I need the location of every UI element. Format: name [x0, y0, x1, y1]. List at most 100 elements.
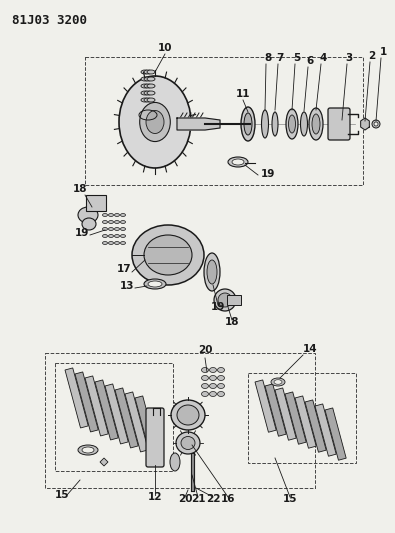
Ellipse shape: [146, 110, 164, 133]
Text: 1: 1: [379, 47, 387, 57]
Text: 19: 19: [211, 302, 225, 312]
Ellipse shape: [109, 221, 113, 223]
Circle shape: [374, 122, 378, 126]
Ellipse shape: [201, 376, 209, 381]
Bar: [265, 384, 286, 436]
Ellipse shape: [102, 235, 107, 238]
Bar: [255, 380, 276, 432]
Text: 12: 12: [148, 492, 162, 502]
Ellipse shape: [209, 367, 216, 373]
Bar: [95, 380, 118, 440]
Ellipse shape: [144, 84, 152, 88]
Ellipse shape: [218, 392, 224, 397]
Ellipse shape: [177, 405, 199, 425]
Text: 20: 20: [198, 345, 212, 355]
FancyBboxPatch shape: [146, 408, 164, 467]
Ellipse shape: [102, 241, 107, 245]
Ellipse shape: [170, 453, 180, 471]
Ellipse shape: [141, 84, 149, 88]
Ellipse shape: [147, 84, 155, 88]
FancyBboxPatch shape: [328, 108, 350, 140]
Bar: [227, 295, 241, 305]
Ellipse shape: [144, 235, 192, 275]
Ellipse shape: [218, 293, 232, 307]
Ellipse shape: [115, 228, 120, 230]
Ellipse shape: [144, 279, 166, 289]
Ellipse shape: [141, 77, 149, 81]
Bar: [75, 372, 98, 432]
Ellipse shape: [120, 214, 126, 216]
Ellipse shape: [120, 235, 126, 238]
Text: 18: 18: [225, 317, 239, 327]
Ellipse shape: [201, 367, 209, 373]
Bar: [45, 353, 315, 488]
Ellipse shape: [218, 384, 224, 389]
Text: 19: 19: [75, 228, 89, 238]
Ellipse shape: [244, 113, 252, 135]
Ellipse shape: [214, 289, 236, 311]
Ellipse shape: [181, 437, 195, 449]
Ellipse shape: [209, 392, 216, 397]
Ellipse shape: [144, 91, 152, 95]
Ellipse shape: [148, 281, 162, 287]
Ellipse shape: [109, 214, 113, 216]
Bar: [135, 396, 158, 456]
Circle shape: [372, 120, 380, 128]
Ellipse shape: [82, 218, 96, 230]
Ellipse shape: [144, 70, 152, 74]
Text: 15: 15: [55, 490, 69, 500]
Ellipse shape: [115, 221, 120, 223]
Text: 81J03 3200: 81J03 3200: [12, 14, 87, 27]
Ellipse shape: [232, 159, 244, 165]
Bar: [295, 396, 316, 448]
Bar: [65, 368, 88, 428]
Text: 8: 8: [264, 53, 272, 63]
Text: 11: 11: [236, 89, 250, 99]
Ellipse shape: [218, 376, 224, 381]
Polygon shape: [100, 458, 108, 466]
Ellipse shape: [120, 241, 126, 245]
Bar: [305, 400, 326, 452]
Ellipse shape: [115, 214, 120, 216]
Bar: [86, 195, 106, 211]
Ellipse shape: [82, 447, 94, 453]
Text: 10: 10: [158, 43, 172, 53]
Ellipse shape: [309, 108, 323, 140]
Ellipse shape: [147, 98, 155, 102]
Text: 4: 4: [319, 53, 327, 63]
Bar: [115, 388, 138, 448]
Ellipse shape: [204, 253, 220, 291]
Ellipse shape: [218, 367, 224, 373]
Bar: [85, 57, 363, 185]
Ellipse shape: [176, 432, 200, 454]
Text: 21: 21: [191, 494, 205, 504]
Text: 3: 3: [345, 53, 353, 63]
Bar: [248, 373, 356, 463]
Ellipse shape: [109, 241, 113, 245]
Bar: [315, 404, 336, 456]
Text: 18: 18: [73, 184, 87, 194]
Bar: [125, 392, 148, 452]
Text: 16: 16: [221, 494, 235, 504]
Ellipse shape: [115, 241, 120, 245]
Ellipse shape: [312, 114, 320, 134]
Ellipse shape: [147, 70, 155, 74]
Ellipse shape: [141, 98, 149, 102]
Bar: [55, 363, 173, 471]
Text: 19: 19: [261, 169, 275, 179]
Ellipse shape: [241, 107, 255, 141]
Bar: [105, 384, 128, 444]
Ellipse shape: [147, 91, 155, 95]
Ellipse shape: [272, 112, 278, 136]
Bar: [85, 376, 108, 436]
Ellipse shape: [228, 157, 248, 167]
Ellipse shape: [141, 70, 149, 74]
Ellipse shape: [109, 235, 113, 238]
Ellipse shape: [286, 109, 298, 139]
Bar: [285, 392, 306, 444]
Ellipse shape: [171, 400, 205, 430]
Ellipse shape: [120, 221, 126, 223]
Text: 5: 5: [293, 53, 301, 63]
Bar: [325, 408, 346, 460]
Ellipse shape: [274, 379, 282, 384]
